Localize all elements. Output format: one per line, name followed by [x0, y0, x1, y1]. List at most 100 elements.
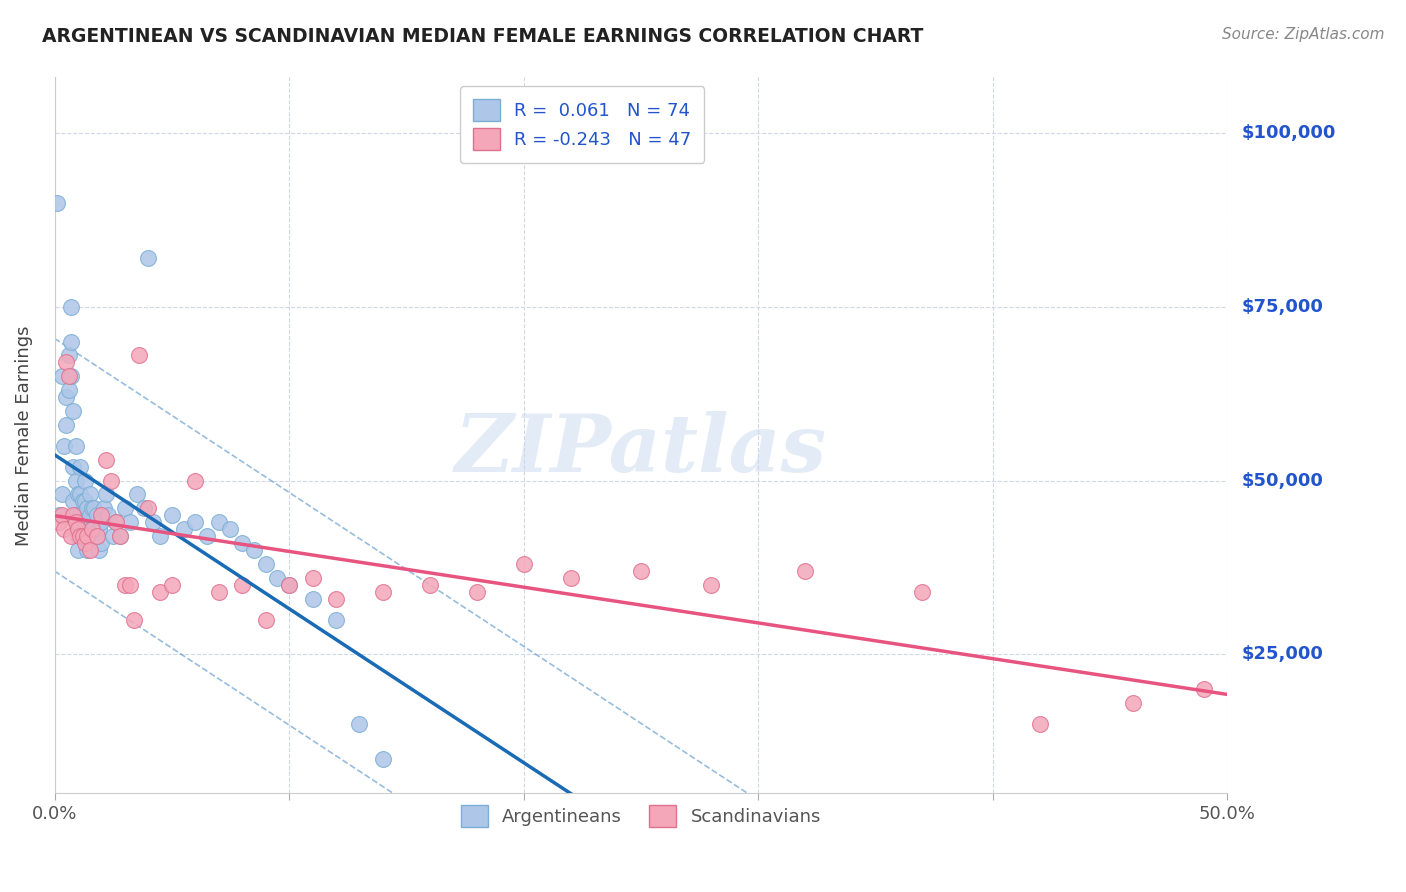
Point — [371, 584, 394, 599]
Point — [630, 564, 652, 578]
Text: $100,000: $100,000 — [1241, 124, 1336, 142]
Point — [100, 474, 122, 488]
Point — [51, 508, 73, 523]
Point — [149, 584, 172, 599]
Point — [80, 501, 103, 516]
Point — [72, 529, 94, 543]
Text: Source: ZipAtlas.com: Source: ZipAtlas.com — [1222, 27, 1385, 42]
Point — [48, 516, 70, 530]
Point — [104, 516, 127, 530]
Point — [371, 751, 394, 765]
Point — [108, 529, 131, 543]
Point — [118, 516, 141, 530]
Point — [58, 349, 80, 363]
Point — [80, 522, 103, 536]
Point — [48, 508, 70, 523]
Point — [1122, 696, 1144, 710]
Point — [132, 501, 155, 516]
Point — [278, 578, 301, 592]
Point — [195, 529, 218, 543]
Point — [80, 522, 103, 536]
Point — [69, 487, 91, 501]
Point — [69, 459, 91, 474]
Point — [83, 522, 105, 536]
Point — [465, 584, 488, 599]
Point — [278, 578, 301, 592]
Point — [73, 474, 96, 488]
Point — [219, 522, 242, 536]
Point — [149, 529, 172, 543]
Point — [794, 564, 817, 578]
Point — [101, 529, 124, 543]
Point — [52, 522, 75, 536]
Point — [138, 501, 160, 516]
Point — [79, 543, 101, 558]
Point — [55, 390, 77, 404]
Point — [87, 543, 110, 558]
Point — [419, 578, 441, 592]
Point — [66, 529, 89, 543]
Point — [87, 522, 110, 536]
Point — [301, 591, 323, 606]
Text: ARGENTINEAN VS SCANDINAVIAN MEDIAN FEMALE EARNINGS CORRELATION CHART: ARGENTINEAN VS SCANDINAVIAN MEDIAN FEMAL… — [42, 27, 924, 45]
Point — [1028, 716, 1050, 731]
Point — [45, 195, 67, 210]
Point — [142, 516, 165, 530]
Point — [254, 613, 277, 627]
Point — [65, 516, 87, 530]
Point — [104, 516, 127, 530]
Point — [52, 439, 75, 453]
Point — [83, 501, 105, 516]
Point — [90, 508, 112, 523]
Point — [254, 557, 277, 571]
Point — [66, 522, 89, 536]
Point — [512, 557, 534, 571]
Point — [76, 501, 98, 516]
Point — [184, 516, 207, 530]
Point — [73, 494, 96, 508]
Point — [114, 501, 136, 516]
Point — [62, 508, 84, 523]
Point — [51, 487, 73, 501]
Legend: Argentineans, Scandinavians: Argentineans, Scandinavians — [454, 798, 828, 834]
Point — [911, 584, 934, 599]
Point — [114, 578, 136, 592]
Text: $75,000: $75,000 — [1241, 298, 1323, 316]
Point — [58, 369, 80, 384]
Point — [173, 522, 195, 536]
Point — [55, 417, 77, 432]
Point — [72, 516, 94, 530]
Point — [138, 251, 160, 265]
Point — [184, 474, 207, 488]
Point — [72, 494, 94, 508]
Point — [66, 516, 89, 530]
Point — [90, 516, 112, 530]
Point — [128, 349, 150, 363]
Point — [231, 578, 253, 592]
Y-axis label: Median Female Earnings: Median Female Earnings — [15, 326, 32, 546]
Point — [76, 522, 98, 536]
Text: $50,000: $50,000 — [1241, 472, 1323, 490]
Point — [65, 474, 87, 488]
Point — [65, 508, 87, 523]
Point — [86, 529, 108, 543]
Point — [72, 529, 94, 543]
Point — [94, 487, 117, 501]
Point — [94, 452, 117, 467]
Point — [62, 404, 84, 418]
Point — [66, 487, 89, 501]
Point — [90, 536, 112, 550]
Point — [66, 543, 89, 558]
Point — [86, 508, 108, 523]
Point — [108, 529, 131, 543]
Point — [59, 529, 82, 543]
Point — [118, 578, 141, 592]
Point — [231, 536, 253, 550]
Point — [160, 578, 183, 592]
Point — [73, 536, 96, 550]
Point — [73, 516, 96, 530]
Point — [266, 571, 288, 585]
Point — [62, 459, 84, 474]
Text: $25,000: $25,000 — [1241, 645, 1323, 664]
Point — [301, 571, 323, 585]
